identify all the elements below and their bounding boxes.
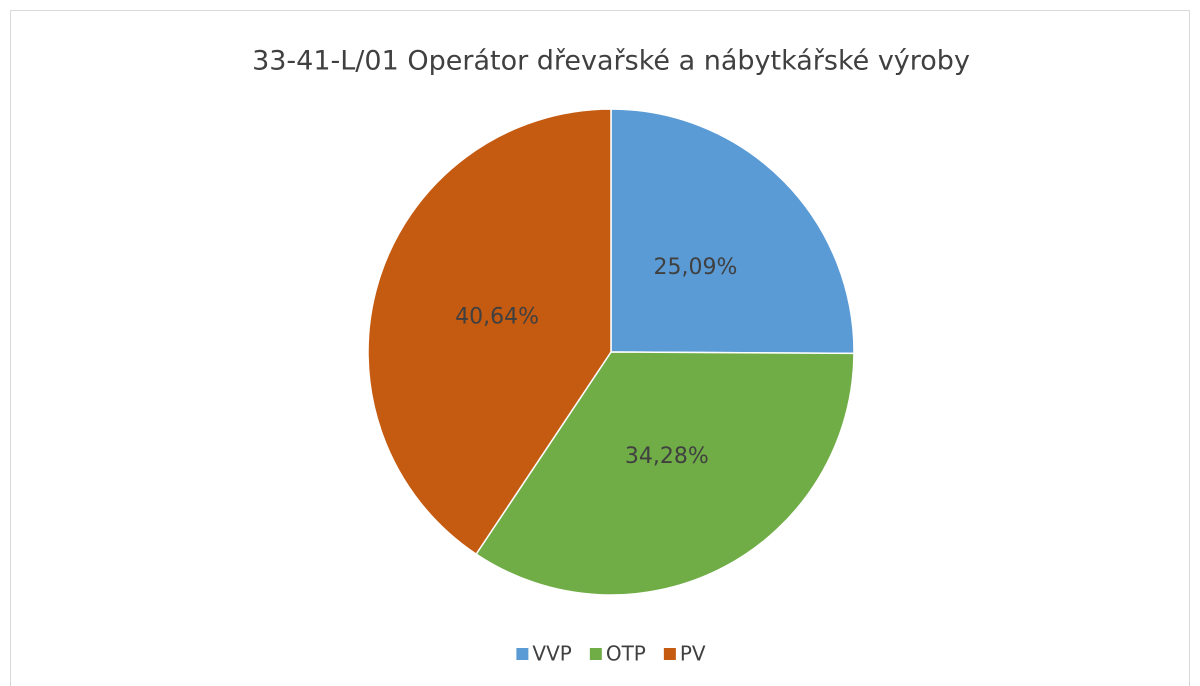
- data-label: 34,28%: [625, 444, 709, 469]
- legend-label: OTP: [606, 642, 646, 666]
- data-label: 40,64%: [455, 304, 539, 329]
- legend-swatch: [516, 648, 529, 660]
- data-label: 25,09%: [653, 255, 737, 280]
- chart-title: 33-41-L/01 Operátor dřevařské a nábytkář…: [252, 46, 970, 77]
- legend-label: PV: [680, 642, 706, 666]
- legend-swatch: [663, 648, 676, 660]
- pie-slice: [367, 108, 612, 556]
- legend-swatch: [589, 648, 602, 660]
- pie-slice: [610, 108, 855, 355]
- legend-label: VVP: [532, 642, 571, 666]
